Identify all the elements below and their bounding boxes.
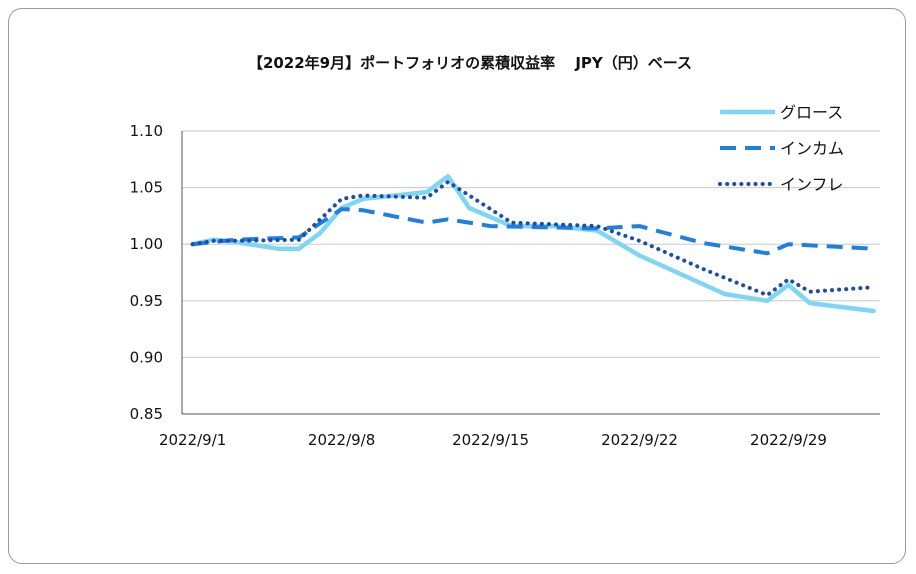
x-tick-label: 2022/9/15	[452, 431, 529, 449]
grid-lines	[182, 130, 880, 358]
series-line	[192, 207, 874, 256]
x-axis-ticks: 2022/9/1 2022/9/8 2022/9/15 2022/9/22 2022/9…	[159, 431, 827, 449]
x-tick-label: 2022/9/29	[750, 431, 827, 449]
series-line	[190, 174, 876, 314]
series-lines	[190, 174, 876, 314]
y-tick-label: 0.95	[130, 292, 163, 310]
y-axis-ticks: 1.10 1.05 1.00 0.95 0.90 0.85	[130, 122, 163, 423]
legend-label: インカム	[780, 139, 844, 158]
x-tick-label: 2022/9/22	[601, 431, 678, 449]
legend-label: インフレ	[780, 175, 844, 194]
legend-label: グロース	[780, 103, 843, 122]
chart-title: 【2022年9月】ポートフォリオの累積収益率 JPY（円）ベース	[248, 54, 692, 72]
series-line	[190, 179, 876, 298]
x-tick-label: 2022/9/1	[159, 431, 226, 449]
y-tick-label: 0.90	[130, 348, 163, 366]
y-tick-label: 1.00	[130, 235, 163, 253]
x-tick-label: 2022/9/8	[308, 431, 375, 449]
y-tick-label: 0.85	[130, 405, 163, 423]
chart-card	[8, 8, 906, 564]
y-tick-label: 1.10	[130, 122, 163, 140]
y-tick-label: 1.05	[130, 179, 163, 197]
